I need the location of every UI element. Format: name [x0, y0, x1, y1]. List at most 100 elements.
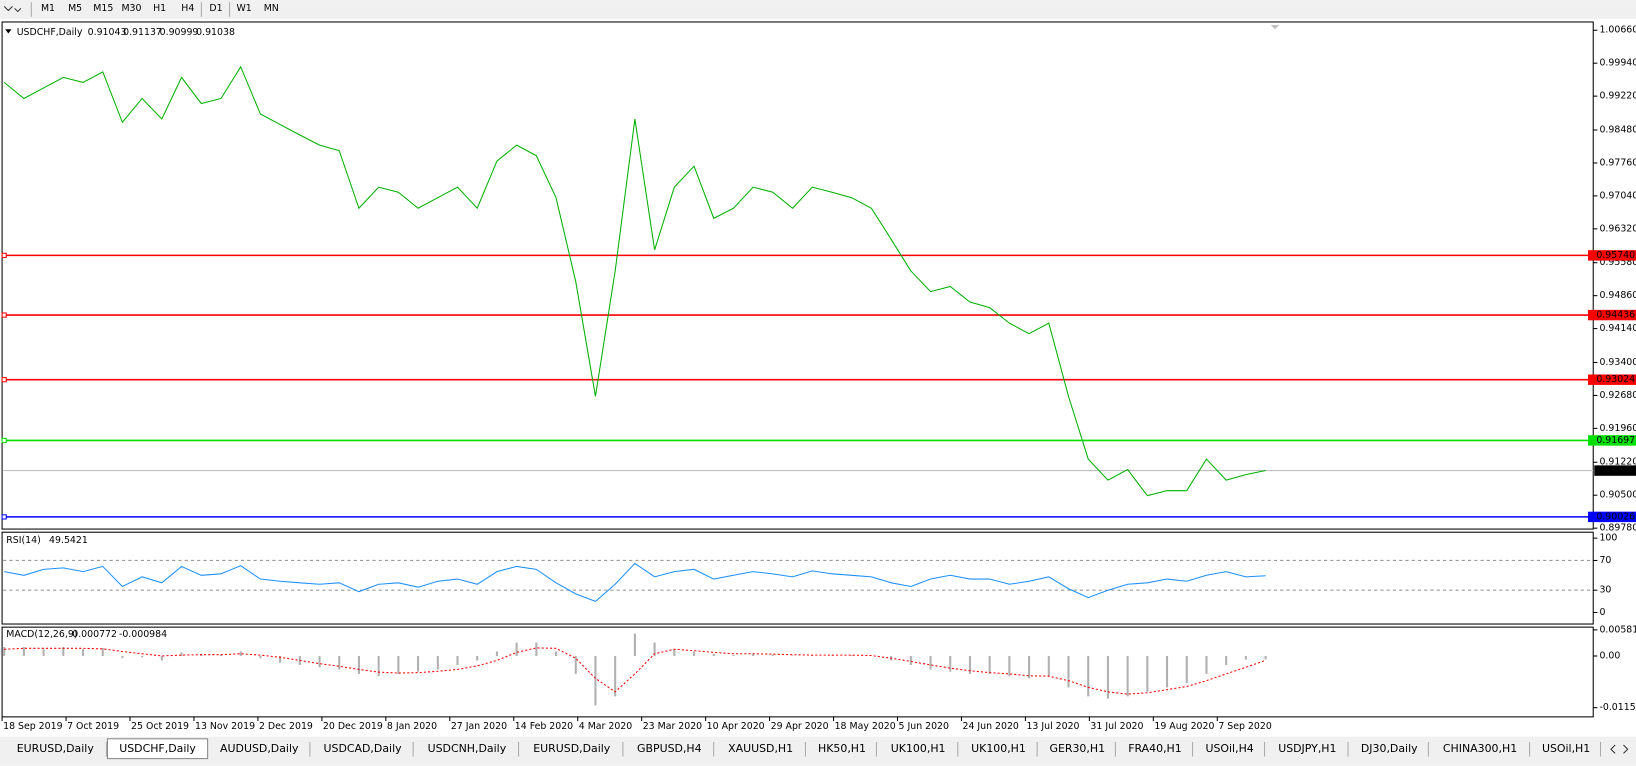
tab-label[interactable]: AUDUSD,Daily — [220, 742, 299, 755]
y-tick-label: 0.91220 — [1599, 457, 1636, 468]
x-tick-label: 23 Mar 2020 — [643, 721, 702, 732]
x-tick-label: 27 Jan 2020 — [451, 721, 507, 732]
level-label-box — [1588, 374, 1636, 385]
price-line — [3, 65, 1266, 497]
y-tick-label: 0.90500 — [1599, 490, 1636, 501]
ohlc-high: 0.91137 — [123, 27, 162, 38]
y-tick-label: 0.89780 — [1599, 523, 1636, 534]
tab-label[interactable]: EURUSD,Daily — [533, 742, 611, 755]
ohlc-low: 0.90999 — [160, 27, 199, 38]
y-tick-label: 0.94860 — [1599, 290, 1636, 301]
x-tick-label: 19 Aug 2020 — [1154, 721, 1214, 732]
y-tick-label: 0.005818 — [1599, 624, 1636, 635]
y-tick-label: 0.94140 — [1599, 323, 1636, 334]
x-tick-label: 13 Nov 2019 — [195, 721, 255, 732]
rsi-line — [4, 562, 1266, 602]
chart-title: USDCHF,Daily — [17, 27, 83, 38]
ohlc-open: 0.91043 — [88, 27, 127, 38]
rsi-title: RSI(14) — [6, 535, 40, 546]
y-tick-label: 0.95580 — [1599, 257, 1636, 268]
y-tick-label: 0.99220 — [1599, 91, 1636, 102]
timeframe-button[interactable]: M1 — [41, 3, 55, 14]
rsi-panel — [1, 531, 1594, 625]
macd-panel — [1, 626, 1594, 718]
toolbar-icon[interactable] — [3, 5, 22, 13]
x-tick-label: 20 Dec 2019 — [323, 721, 383, 732]
price-panel — [1, 21, 1594, 530]
y-tick-label: 0.92680 — [1599, 390, 1636, 401]
x-tick-label: 8 Jan 2020 — [387, 721, 437, 732]
y-tick-label: 0.96320 — [1599, 223, 1636, 234]
level-label: 0.90026 — [1596, 511, 1635, 522]
level-label: 0.93024 — [1596, 374, 1635, 385]
tab-label[interactable]: FRA40,H1 — [1128, 742, 1182, 755]
tab-label[interactable]: USDCNH,Daily — [428, 742, 507, 755]
x-tick-label: 5 Jun 2020 — [899, 721, 949, 732]
x-tick-label: 4 Mar 2020 — [579, 721, 633, 732]
y-tick-label: 0 — [1599, 607, 1605, 618]
macd-signal-value: -0.000984 — [119, 629, 167, 640]
tab-label[interactable]: UK100,H1 — [891, 742, 946, 755]
tab-label[interactable]: USOil,H4 — [1205, 742, 1253, 755]
tab-label[interactable]: HK50,H1 — [818, 742, 866, 755]
timeframe-button[interactable]: M15 — [93, 3, 113, 14]
active-tab — [106, 738, 209, 760]
x-tick-label: 13 Jul 2020 — [1026, 721, 1079, 732]
timeframe-button[interactable]: W1 — [237, 3, 252, 14]
x-tick-label: 7 Oct 2019 — [67, 721, 119, 732]
timeframe-button[interactable]: M5 — [68, 3, 82, 14]
y-tick-label: -0.011514 — [1599, 702, 1636, 713]
tab-label[interactable]: GBPUSD,H4 — [637, 742, 702, 755]
tab-label[interactable]: XAUUSD,H1 — [728, 742, 793, 755]
y-tick-label: 0.97760 — [1599, 157, 1636, 168]
y-tick-label: 0.91960 — [1599, 423, 1636, 434]
timeframe-button[interactable]: H4 — [181, 3, 194, 14]
timeframe-button[interactable]: M30 — [121, 3, 141, 14]
toolbar — [0, 0, 1636, 19]
level-handle — [1, 252, 7, 259]
level-handle — [1, 312, 7, 318]
level-label: 0.94436 — [1596, 310, 1635, 321]
x-tick-label: 7 Sep 2020 — [1218, 721, 1271, 732]
tab-label[interactable]: GER30,H1 — [1049, 742, 1105, 755]
tab-label[interactable]: USOil,H1 — [1542, 742, 1590, 755]
level-label-box — [1588, 435, 1636, 446]
current-price-label: 0.91038 — [1596, 465, 1635, 476]
x-tick-label: 18 Sep 2019 — [3, 721, 62, 732]
tab-bar — [0, 736, 1636, 766]
macd-value: -0.000772 — [69, 629, 117, 640]
x-tick-label: 24 Jun 2020 — [963, 721, 1019, 732]
y-tick-label: 0.97040 — [1599, 190, 1636, 201]
current-price-box — [1594, 465, 1636, 476]
tab-label[interactable]: USDJPY,H1 — [1278, 742, 1336, 755]
timeframe-button[interactable]: H1 — [153, 3, 166, 14]
y-tick-label: 0.99940 — [1599, 58, 1636, 69]
y-tick-label: 70 — [1599, 555, 1611, 566]
ohlc-close: 0.91038 — [196, 27, 235, 38]
tab-label[interactable]: CHINA300,H1 — [1443, 742, 1517, 755]
tab-scroll[interactable] — [1610, 744, 1629, 754]
y-tick-label: 0.93400 — [1599, 357, 1636, 368]
tab-label[interactable]: DJ30,Daily — [1361, 742, 1418, 755]
active-tab-label[interactable]: USDCHF,Daily — [119, 742, 196, 755]
tab-label[interactable]: USDCAD,Daily — [324, 742, 403, 755]
level-label-box — [1588, 250, 1636, 261]
collapse-icon[interactable] — [5, 29, 12, 34]
y-tick-label: 0.00 — [1599, 650, 1620, 661]
y-tick-label: 30 — [1599, 585, 1611, 596]
tab-label[interactable]: EURUSD,Daily — [17, 742, 95, 755]
y-tick-label: 100 — [1599, 533, 1617, 544]
level-label: 0.95740 — [1596, 250, 1635, 261]
level-handle — [1, 514, 7, 520]
level-label-box — [1588, 511, 1636, 523]
macd-title: MACD(12,26,9) — [6, 629, 77, 640]
x-tick-label: 31 Jul 2020 — [1090, 721, 1143, 732]
timeframe-button[interactable]: MN — [264, 3, 279, 14]
timeframe-button[interactable]: D1 — [209, 3, 222, 14]
level-handle — [1, 437, 7, 444]
rsi-value: 49.5421 — [49, 535, 88, 546]
macd-signal-line — [4, 647, 1266, 695]
tab-label[interactable]: UK100,H1 — [971, 742, 1026, 755]
